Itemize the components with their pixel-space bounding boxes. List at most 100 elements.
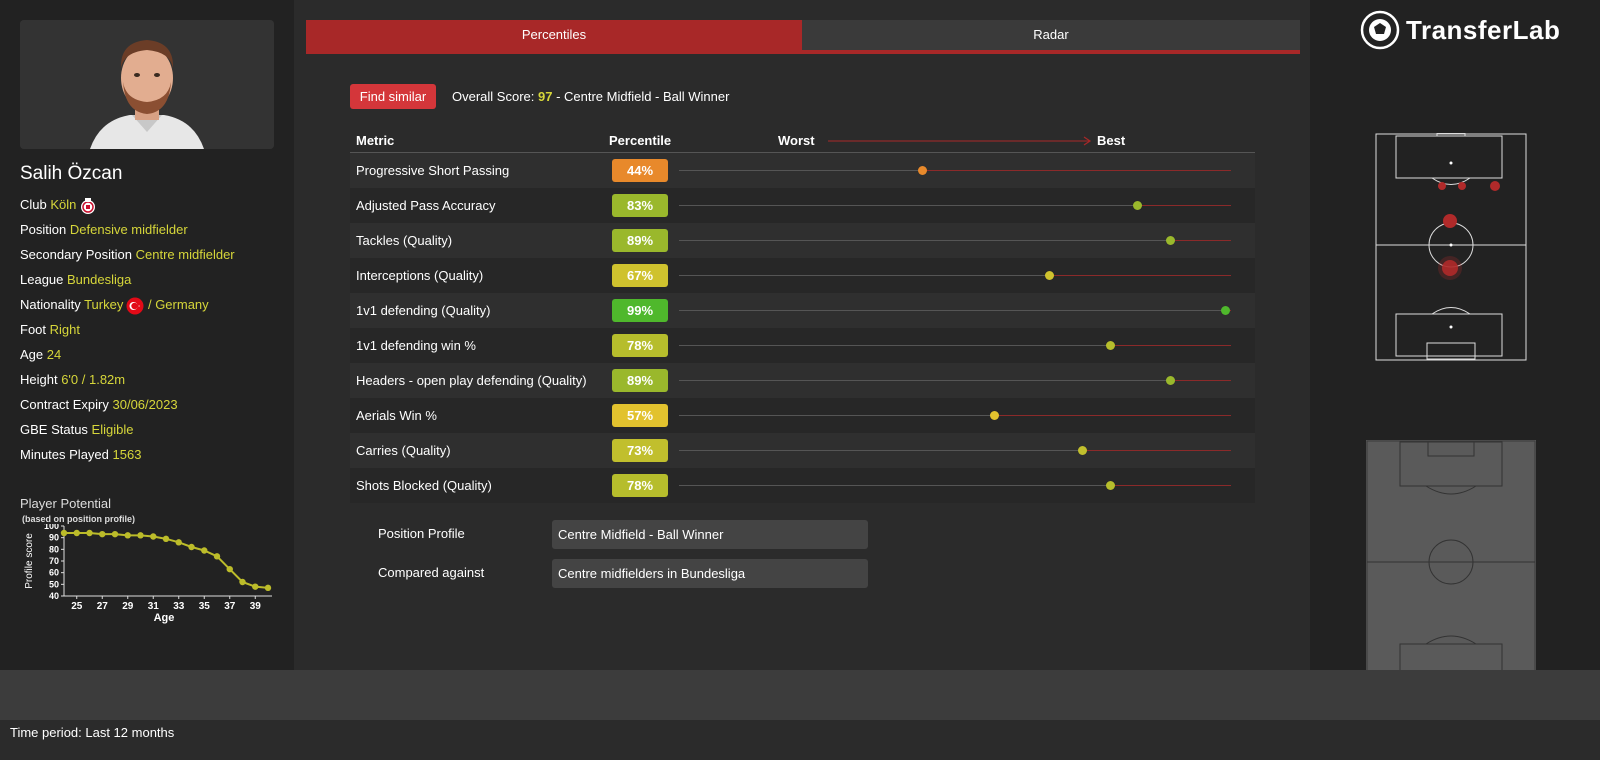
percentile-track	[679, 306, 1231, 315]
bottom-band	[0, 670, 1600, 720]
info-row-age: Age 24	[20, 346, 290, 371]
percentile-marker	[1166, 376, 1176, 385]
footer: Time period: Last 12 months	[0, 720, 1600, 760]
x-tick-label: 25	[71, 601, 83, 612]
player-panel: Salih Özcan Club Köln Position Defensive …	[0, 0, 294, 670]
info-label: Age	[20, 347, 44, 362]
percentile-marker	[1077, 446, 1087, 455]
potential-point	[252, 583, 259, 590]
find-similar-button[interactable]: Find similar	[350, 84, 436, 109]
percentile-marker	[989, 411, 999, 420]
tab-radar[interactable]: Radar	[802, 20, 1300, 50]
info-value: 24	[46, 347, 62, 362]
potential-point	[99, 530, 106, 538]
y-tick-label: 40	[49, 591, 59, 601]
info-value[interactable]: Bundesliga	[67, 272, 132, 287]
percentile-marker	[1133, 201, 1143, 210]
y-axis-label: Profile score	[24, 533, 35, 589]
x-tick-label: 27	[97, 601, 109, 612]
metric-row: Progressive Short Passing 44%	[350, 153, 1255, 188]
info-value: 1563	[112, 447, 142, 462]
percentile-track	[679, 236, 1231, 245]
percentile-track	[679, 481, 1231, 490]
compared-against-label: Compared against	[378, 565, 485, 580]
overall-score-prefix: Overall Score:	[452, 89, 538, 104]
metrics-header: Metric Percentile Worst Best	[350, 123, 1255, 153]
percentile-badge: 89%	[612, 229, 668, 252]
metric-name: Adjusted Pass Accuracy	[356, 198, 496, 213]
percentile-marker	[1221, 306, 1231, 315]
info-label: Height	[20, 372, 58, 387]
info-row-contract-expiry: Contract Expiry 30/06/2023	[20, 396, 290, 421]
potential-point	[201, 547, 208, 554]
player-info-list: Club Köln Position Defensive midfielder Se…	[20, 196, 290, 471]
percentile-badge: 83%	[612, 194, 668, 217]
x-tick-label: 29	[122, 601, 134, 612]
metric-name: Tackles (Quality)	[356, 233, 453, 248]
header-best: Best	[1097, 133, 1126, 148]
header-metric: Metric	[356, 133, 395, 148]
percentile-badge: 44%	[612, 159, 668, 182]
compared-against-select[interactable]: Centre midfielders in Bundesliga	[552, 559, 868, 588]
x-tick-label: 33	[173, 601, 185, 612]
metrics-table: Metric Percentile Worst Best Progressive…	[350, 123, 1255, 503]
percentile-badge: 78%	[612, 474, 668, 497]
percentile-track	[679, 271, 1231, 280]
percentile-track	[679, 166, 1231, 175]
percentile-track-fill	[679, 170, 922, 171]
info-label: League	[20, 272, 64, 287]
percentile-track	[679, 376, 1231, 385]
x-tick-label: 39	[250, 601, 262, 612]
metric-name: 1v1 defending win %	[356, 338, 476, 353]
percentile-marker	[1166, 236, 1176, 245]
y-tick-label: 60	[49, 568, 59, 578]
potential-point	[213, 553, 221, 560]
metric-row: Adjusted Pass Accuracy 83%	[350, 188, 1255, 223]
potential-point	[86, 529, 93, 537]
percentile-track-fill	[679, 380, 1171, 381]
main-panel: Percentiles Radar Find similar Overall S…	[306, 20, 1300, 670]
percentile-badge: 67%	[612, 264, 668, 287]
position-profile-select[interactable]: Centre Midfield - Ball Winner	[552, 520, 868, 549]
percentile-track	[679, 411, 1231, 420]
info-row-club: Club Köln	[20, 196, 290, 221]
info-row-secondary-position: Secondary Position Centre midfielder	[20, 246, 290, 271]
percentile-track-fill	[679, 415, 994, 416]
compared-against-row: Compared against Centre midfielders in B…	[350, 559, 950, 598]
y-tick-label: 80	[49, 544, 59, 554]
info-value[interactable]: Köln	[50, 197, 77, 212]
heatmap-pitch-map	[1366, 440, 1536, 690]
potential-point	[137, 532, 144, 539]
info-row-height: Height 6'0 / 1.82m	[20, 371, 290, 396]
info-label: GBE Status	[20, 422, 88, 437]
worst-best-arrow-icon	[828, 136, 1092, 146]
percentile-badge: 99%	[612, 299, 668, 322]
info-label: Foot	[20, 322, 47, 337]
metric-name: Aerials Win %	[356, 408, 437, 423]
info-label: Nationality	[20, 297, 81, 312]
right-panel: TransferLab	[1310, 0, 1600, 690]
info-value: 30/06/2023	[112, 397, 178, 412]
y-tick-label: 100	[44, 524, 59, 531]
percentile-marker	[917, 166, 927, 175]
info-value: Defensive midfielder	[69, 222, 188, 237]
percentile-track-fill	[679, 205, 1138, 206]
potential-point	[188, 543, 195, 551]
metric-row: 1v1 defending (Quality) 99%	[350, 293, 1255, 328]
metric-row: Headers - open play defending (Quality) 8…	[350, 363, 1255, 398]
percentile-track-fill	[679, 345, 1110, 346]
metric-rows: Progressive Short Passing 44% Adjusted Pas…	[350, 153, 1255, 503]
tab-percentiles[interactable]: Percentiles	[306, 20, 802, 50]
percentile-badge: 89%	[612, 369, 668, 392]
metric-name: 1v1 defending (Quality)	[356, 303, 491, 318]
percentile-marker	[1105, 341, 1115, 350]
info-value: Turkey	[84, 297, 124, 312]
info-value: Right	[49, 322, 80, 337]
potential-point	[73, 529, 80, 537]
view-tabs: Percentiles Radar	[306, 20, 1300, 54]
potential-point	[239, 578, 246, 586]
percentile-track-fill	[679, 485, 1110, 486]
potential-point	[60, 529, 68, 537]
metric-row: Aerials Win % 57%	[350, 398, 1255, 433]
